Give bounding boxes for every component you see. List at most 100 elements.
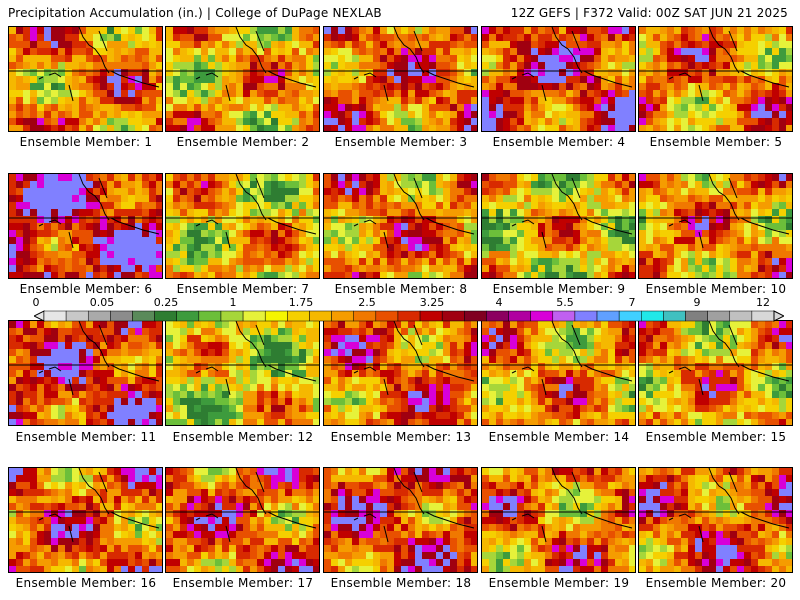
- coastline: [393, 321, 475, 382]
- coastline: [393, 468, 475, 529]
- colorbar-tick-label: 3.25: [419, 296, 445, 309]
- colorbar-tick-label: 0.25: [153, 296, 179, 309]
- member-caption: Ensemble Member: 3: [334, 135, 468, 149]
- member-caption: Ensemble Member: 15: [645, 430, 787, 444]
- precip-field: [324, 27, 477, 131]
- ensemble-map-2: [165, 26, 320, 132]
- colorbar-tick-label: 9: [693, 296, 701, 309]
- colorbar-swatch: [707, 310, 731, 322]
- precip-field: [482, 468, 635, 572]
- member-caption: Ensemble Member: 20: [645, 576, 787, 590]
- precip-field: [639, 174, 792, 278]
- island-outlines: [38, 72, 74, 102]
- colorbar-swatch: [685, 310, 708, 322]
- coastline: [551, 27, 633, 88]
- coastline: [235, 468, 317, 529]
- ensemble-map-14: [481, 320, 636, 426]
- ensemble-map-12: [165, 320, 320, 426]
- island-outlines: [195, 72, 231, 102]
- member-caption: Ensemble Member: 19: [488, 576, 630, 590]
- ensemble-map-15: [638, 320, 793, 426]
- member-caption: Ensemble Member: 4: [492, 135, 626, 149]
- member-caption: Ensemble Member: 12: [172, 430, 314, 444]
- island-outlines: [511, 513, 547, 543]
- ensemble-map-8: [323, 173, 478, 279]
- precip-colorbar: [34, 310, 784, 322]
- member-caption: Ensemble Member: 5: [649, 135, 783, 149]
- island-outlines: [511, 72, 547, 102]
- precip-field: [482, 27, 635, 131]
- colorbar-swatch: [176, 310, 200, 322]
- coastline: [393, 174, 475, 235]
- colorbar-swatch: [751, 310, 775, 322]
- precip-field: [639, 27, 792, 131]
- colorbar-swatch: [574, 310, 598, 322]
- colorbar-swatch: [309, 310, 332, 322]
- ensemble-map-20: [638, 467, 793, 573]
- member-caption: Ensemble Member: 18: [330, 576, 472, 590]
- coastline: [551, 321, 633, 382]
- island-outlines: [353, 366, 389, 396]
- colorbar-swatch: [464, 310, 487, 322]
- member-caption: Ensemble Member: 9: [492, 282, 626, 296]
- coastline: [551, 468, 633, 529]
- member-caption: Ensemble Member: 7: [176, 282, 310, 296]
- precip-field: [166, 174, 319, 278]
- colorbar-swatch: [375, 310, 399, 322]
- coastline: [235, 174, 317, 235]
- colorbar-tick-label: 1: [229, 296, 237, 309]
- member-caption: Ensemble Member: 2: [176, 135, 310, 149]
- ensemble-map-18: [323, 467, 478, 573]
- colorbar-swatch: [419, 310, 443, 322]
- colorbar-swatch: [641, 310, 664, 322]
- colorbar-swatch: [441, 310, 465, 322]
- coastline: [708, 468, 790, 529]
- island-outlines: [38, 513, 74, 543]
- colorbar-swatch: [331, 310, 354, 322]
- colorbar-swatch: [729, 310, 753, 322]
- coastline: [551, 174, 633, 235]
- coastline: [78, 468, 160, 529]
- colorbar-swatch: [353, 310, 377, 322]
- coastline: [708, 174, 790, 235]
- island-outlines: [668, 513, 704, 543]
- colorbar-max-arrow: [773, 310, 784, 322]
- member-caption: Ensemble Member: 8: [334, 282, 468, 296]
- coastline: [708, 321, 790, 382]
- member-caption: Ensemble Member: 10: [645, 282, 787, 296]
- colorbar-swatch: [242, 310, 266, 322]
- island-outlines: [38, 219, 74, 249]
- coastline: [78, 174, 160, 235]
- member-caption: Ensemble Member: 17: [172, 576, 314, 590]
- colorbar-tick-label: 5.5: [556, 296, 574, 309]
- colorbar-swatch: [486, 310, 509, 322]
- colorbar-swatch: [154, 310, 177, 322]
- map-title: Precipitation Accumulation (in.) | Colle…: [8, 6, 382, 20]
- ensemble-map-19: [481, 467, 636, 573]
- island-outlines: [38, 366, 74, 396]
- member-caption: Ensemble Member: 16: [15, 576, 157, 590]
- colorbar-tick-label: 4: [495, 296, 503, 309]
- ensemble-map-4: [481, 26, 636, 132]
- island-outlines: [511, 366, 547, 396]
- ensemble-map-9: [481, 173, 636, 279]
- member-caption: Ensemble Member: 13: [330, 430, 472, 444]
- precip-field: [166, 468, 319, 572]
- colorbar-swatch: [552, 310, 576, 322]
- colorbar-swatch: [132, 310, 155, 322]
- island-outlines: [668, 219, 704, 249]
- member-caption: Ensemble Member: 11: [15, 430, 157, 444]
- colorbar-swatch: [220, 310, 244, 322]
- colorbar-tick-label: 12: [756, 296, 770, 309]
- colorbar-swatch: [87, 310, 111, 322]
- ensemble-map-5: [638, 26, 793, 132]
- island-outlines: [668, 72, 704, 102]
- precip-field: [324, 468, 477, 572]
- colorbar-swatch: [110, 310, 133, 322]
- ensemble-map-7: [165, 173, 320, 279]
- colorbar-tick-label: 2.5: [358, 296, 376, 309]
- island-outlines: [353, 219, 389, 249]
- island-outlines: [511, 219, 547, 249]
- colorbar-swatch: [397, 310, 421, 322]
- colorbar-tick-label: 1.75: [288, 296, 314, 309]
